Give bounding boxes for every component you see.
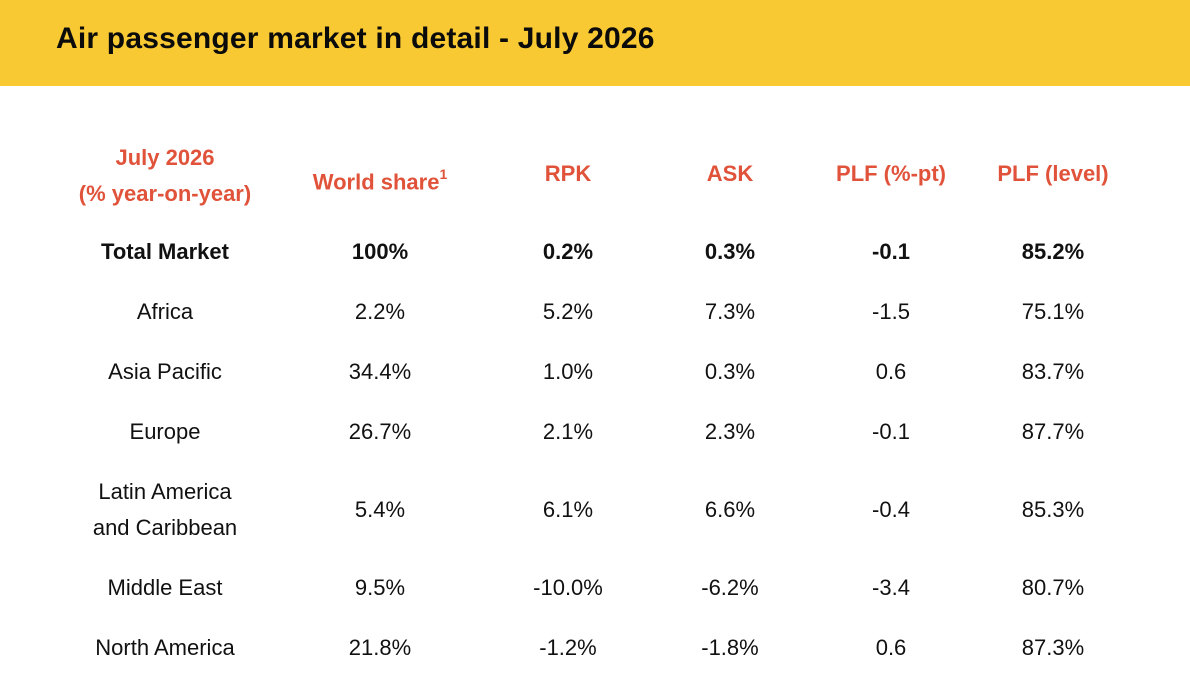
- row-latin-america-plf-pt: -0.4: [872, 497, 910, 522]
- row-north-america-world-share: 21.8%: [348, 635, 412, 660]
- row-africa-ask: 7.3%: [704, 299, 756, 324]
- row-middle-east-plf-pt: -3.4: [872, 575, 910, 600]
- row-asia-pacific-ask: 0.3%: [704, 359, 756, 384]
- row-middle-east-region: Middle East: [107, 575, 223, 600]
- header-world-share-footnote: 1: [439, 166, 448, 182]
- row-asia-pacific-plf-level: 83.7%: [1021, 359, 1085, 384]
- page-title: Air passenger market in detail - July 20…: [56, 22, 655, 55]
- row-latin-america-rpk: 6.1%: [542, 497, 594, 522]
- row-latin-america-world-share: 5.4%: [354, 497, 406, 522]
- row-total-world-share: 100%: [351, 239, 409, 264]
- row-north-america-ask: -1.8%: [701, 635, 759, 660]
- header-world-share: World share1: [300, 158, 460, 200]
- header-period: July 2026 (% year-on-year): [55, 140, 275, 212]
- header-plf-level: PLF (level): [997, 161, 1109, 186]
- row-asia-pacific-region: Asia Pacific: [108, 359, 222, 384]
- row-north-america-plf-level: 87.3%: [1021, 635, 1085, 660]
- row-asia-pacific-rpk: 1.0%: [542, 359, 594, 384]
- row-africa-region: Africa: [136, 299, 194, 324]
- header-rpk: RPK: [544, 161, 592, 186]
- row-latin-america-region-line2: and Caribbean: [92, 515, 238, 540]
- row-latin-america-region-line1: Latin America: [98, 479, 232, 504]
- row-africa-plf-level: 75.1%: [1021, 299, 1085, 324]
- row-africa-plf-pt: -1.5: [872, 299, 910, 324]
- header-world-share-label: World share: [312, 169, 440, 195]
- row-total-region: Total Market: [101, 239, 229, 264]
- row-africa-rpk: 5.2%: [542, 299, 594, 324]
- row-europe-region: Europe: [129, 419, 201, 444]
- row-europe-ask: 2.3%: [704, 419, 756, 444]
- row-north-america-region: North America: [95, 635, 235, 660]
- row-europe-plf-pt: -0.1: [872, 419, 910, 444]
- row-total-plf-pt: -0.1: [872, 239, 910, 264]
- row-europe-world-share: 26.7%: [348, 419, 412, 444]
- row-total-plf-level: 85.2%: [1021, 239, 1085, 264]
- row-europe-plf-level: 87.7%: [1021, 419, 1085, 444]
- row-asia-pacific-plf-pt: 0.6: [875, 359, 907, 384]
- row-latin-america-ask: 6.6%: [704, 497, 756, 522]
- row-africa-world-share: 2.2%: [354, 299, 406, 324]
- row-middle-east-plf-level: 80.7%: [1021, 575, 1085, 600]
- row-total-rpk: 0.2%: [542, 239, 594, 264]
- row-total-ask: 0.3%: [704, 239, 756, 264]
- row-middle-east-ask: -6.2%: [701, 575, 759, 600]
- row-europe-rpk: 2.1%: [542, 419, 594, 444]
- row-asia-pacific-world-share: 34.4%: [348, 359, 412, 384]
- header-period-line2: (% year-on-year): [78, 181, 252, 206]
- header-plf-pt: PLF (%-pt): [836, 161, 946, 186]
- title-banner: Air passenger market in detail - July 20…: [0, 0, 1190, 86]
- row-north-america-plf-pt: 0.6: [875, 635, 907, 660]
- row-latin-america-region: Latin America and Caribbean: [55, 474, 275, 546]
- row-middle-east-rpk: -10.0%: [533, 575, 603, 600]
- row-latin-america-plf-level: 85.3%: [1021, 497, 1085, 522]
- header-ask: ASK: [706, 161, 754, 186]
- row-north-america-rpk: -1.2%: [539, 635, 597, 660]
- row-middle-east-world-share: 9.5%: [354, 575, 406, 600]
- header-period-line1: July 2026: [115, 145, 215, 170]
